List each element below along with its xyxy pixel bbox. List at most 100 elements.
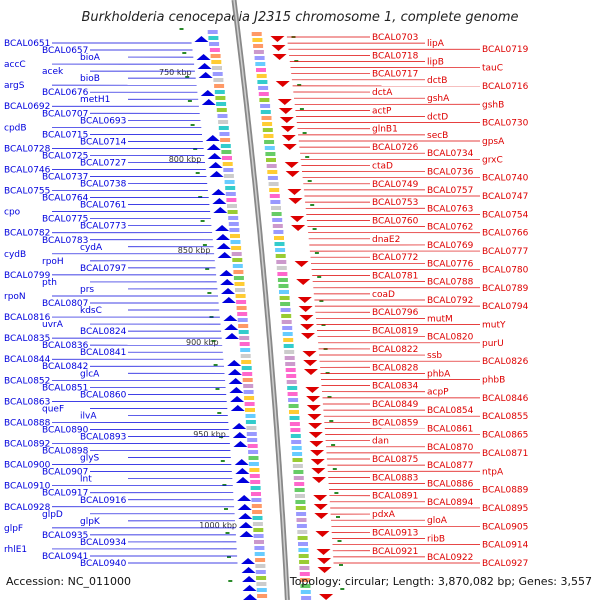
feature-track-inner [292,464,303,468]
gene-label-right: gshB [482,100,504,110]
feature-track-inner [264,140,275,144]
gene-label-right: coaD [372,290,395,300]
gene-label-right: lipB [427,57,444,67]
gene-label-left: BCAL0824 [80,327,127,337]
gene-label-right: BCAL0734 [427,149,474,159]
feature-track-inner [213,78,224,82]
feature-track-inner [252,516,263,520]
feature-track-inner [216,102,227,106]
gene-label-left: glpF [4,524,23,534]
gene-arrow-reverse [290,216,305,222]
gene-label-right: BCAL0718 [372,51,419,61]
gene-arrow-forward [242,576,257,582]
tick-mark [321,324,326,326]
feature-track-inner [292,452,303,456]
gene-label-left: BCAL0916 [80,496,127,506]
gene-label-right: gloA [427,516,448,526]
feature-track-inner [232,258,243,262]
gene-label-right: dctA [372,88,393,98]
gene-label-left: uvrA [42,320,64,330]
gene-arrow-reverse [319,594,334,600]
tick-mark [228,580,233,582]
feature-track-inner [219,132,230,136]
feature-track-inner [209,48,220,52]
feature-track-inner [263,134,274,138]
feature-track-inner [265,152,276,156]
gene-label-left: cydA [80,243,103,253]
gene-label-left: BCAL0898 [42,447,89,457]
feature-track-inner [289,422,300,426]
gene-label-left: BCAL0842 [42,362,88,372]
feature-track-inner [218,126,229,130]
feature-track-inner [250,486,261,490]
feature-track-inner [276,260,287,264]
gene-label-right: BCAL0883 [372,473,418,483]
feature-track-inner [293,476,304,480]
gene-arrow-forward [233,441,248,447]
gene-label-right: BCAL0921 [372,547,418,557]
gene-label-right: BCAL0762 [427,223,473,233]
gene-arrow-reverse [308,423,323,429]
gene-arrow-forward [200,90,215,96]
gene-arrow-forward [243,594,258,600]
gene-arrow-forward [201,99,216,105]
feature-track-inner [233,276,244,280]
gene-arrow-reverse [309,441,324,447]
gene-label-right: BCAL0788 [427,278,474,288]
feature-track-inner [279,290,289,294]
gene-arrow-forward [211,189,226,195]
gene-label-right: BCAL0763 [427,204,473,214]
feature-track-inner [260,104,271,108]
gene-label-right: BCAL0834 [372,382,419,392]
tick-mark [294,60,299,62]
gene-label-left: BCAL0692 [4,102,50,112]
gene-arrow-reverse [306,405,321,411]
feature-track-inner [253,534,264,538]
gene-label-left: BCAL0761 [80,201,126,211]
gene-label-left: BCAL0783 [42,236,88,246]
feature-track-inner [224,180,235,184]
gene-label-right: BCAL0889 [482,486,529,496]
gene-label-right: ribB [427,535,445,545]
feature-track-inner [274,242,285,246]
feature-track-inner [291,446,302,450]
gene-label-left: argS [4,81,25,91]
tick-mark [327,396,332,398]
gene-arrow-forward [215,234,230,240]
gene-label-left: rpoN [4,292,26,302]
gene-label-left: BCAL0725 [42,151,88,161]
gene-arrow-reverse [313,495,328,501]
feature-track-inner [251,32,262,36]
chromosome-backbone-highlight [233,0,289,600]
gene-label-left: BCAL0746 [4,165,51,175]
gene-label-left: BCAL0935 [42,531,88,541]
feature-track-inner [245,408,255,412]
feature-track-inner [295,506,306,510]
gene-label-right: BCAL0914 [482,541,529,551]
gene-arrow-reverse [279,117,294,123]
tick-mark [222,484,227,486]
gene-label-left: BCAL0737 [42,173,88,183]
tick-mark [190,124,195,126]
gene-label-right: dctB [427,76,447,86]
gene-label-right: BCAL0855 [482,412,528,422]
feature-track-inner [298,548,309,552]
feature-track-inner [281,320,292,324]
feature-track-inner [252,522,263,526]
feature-track-inner [255,558,266,562]
feature-track-inner [292,458,303,462]
feature-track-inner [223,174,234,178]
feature-track-inner [240,348,251,352]
feature-track-inner [294,488,305,492]
gene-label-right: dan [372,437,389,447]
feature-track-inner [244,402,255,406]
gene-label-right: BCAL0769 [427,241,474,251]
gene-label-right: phbA [427,369,451,379]
gene-arrow-reverse [272,54,287,60]
gene-arrow-reverse [280,126,295,132]
feature-track-inner [256,74,267,78]
gene-label-right: BCAL0740 [482,174,529,184]
scale-label: 900 kbp [186,338,219,347]
feature-track-inner [253,44,264,48]
